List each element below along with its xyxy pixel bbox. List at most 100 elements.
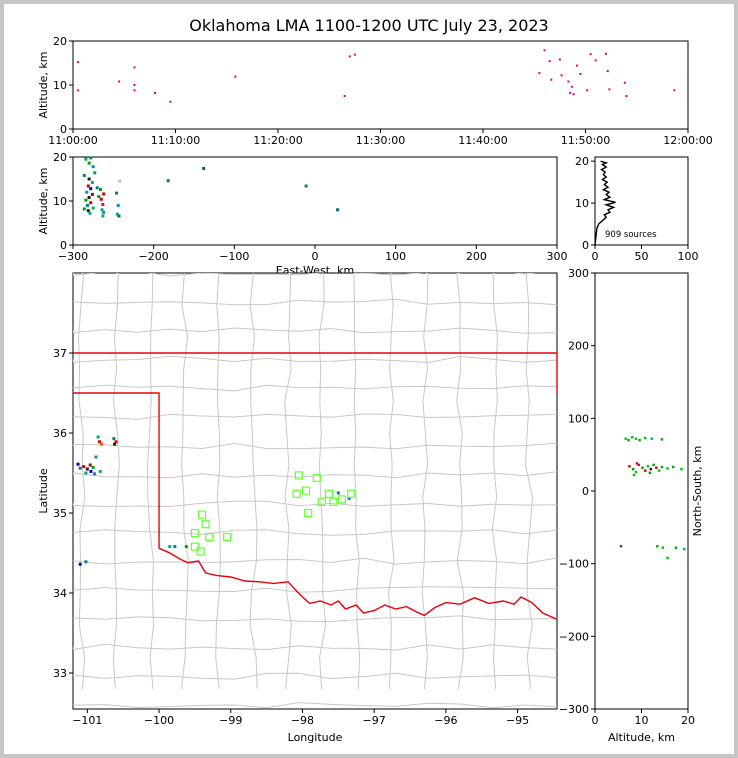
east-west-altitude-ytick-label: 0 [60,239,67,252]
state-borders [73,352,557,621]
altitude-histogram-xtick-label: 100 [678,250,699,263]
lma-station-marker [347,489,356,498]
time-altitude-point [353,53,356,56]
altitude-north-south-point [619,545,623,548]
county-line-h [73,327,557,334]
lma-station-marker [312,473,321,482]
east-west-altitude-point [98,188,102,192]
time-altitude-point [133,66,136,69]
east-west-altitude-point [117,214,121,218]
time-altitude-point [586,89,589,92]
time-altitude-point [570,85,573,88]
time-altitude-point [606,69,609,72]
time-altitude-point [594,59,597,62]
altitude-north-south-point [660,438,664,441]
time-altitude-point [575,64,578,67]
plan-view-source [336,491,340,495]
lma-station-marker [197,510,207,519]
time-altitude-point [550,78,553,81]
altitude-histogram-ytick-label: 10 [575,197,589,210]
east-west-altitude-point [90,192,94,196]
county-line-v [353,273,361,690]
altitude-north-south-point [628,465,631,468]
east-west-altitude-point [86,209,90,213]
lma-station-marker [301,486,311,495]
time-altitude-point [133,84,136,86]
county-line-h [73,672,557,680]
east-west-altitude-frame [72,156,558,246]
county-line-h [73,615,557,623]
time-altitude-point [567,80,570,83]
county-line-v [284,273,292,690]
altitude-north-south-xtick-label: 20 [681,714,695,727]
altitude-histogram-xtick-label: 50 [635,250,649,263]
east-west-altitude-point [95,186,99,190]
altitude-north-south-point [656,545,659,548]
county-line-h [73,355,557,364]
plan-view-xtick-label: −98 [291,714,314,727]
altitude-north-south-point [634,437,638,440]
county-line-h [73,384,557,392]
altitude-north-south-ytick-label: 300 [568,267,589,280]
time-altitude-point [118,80,121,83]
county-line-v [146,273,155,690]
plan-view-source [85,467,89,471]
east-west-altitude-point [97,195,101,199]
east-west-altitude-point [88,211,92,215]
east-west-altitude-point [87,195,91,199]
plan-view-panel: −101 −100 −99 −98 −97 −96 −95 33 34 35 36 37 Longitu… [37,272,558,744]
time-altitude-xtick-label: 11:10:00 [151,134,200,147]
east-west-altitude-point [102,192,106,196]
plan-view-ytick-label: 33 [53,667,67,680]
time-altitude-point [348,55,351,58]
lma-station-marker [317,497,326,506]
plan-view-source [113,442,117,446]
altitude-north-south-point [631,436,634,439]
plan-view-source [94,455,98,459]
time-altitude-point [169,100,172,103]
altitude-north-south-xtick-label: 0 [592,714,599,727]
altitude-north-south-point [680,468,683,471]
altitude-north-south-ytick-label: 100 [568,412,589,425]
time-altitude-point [234,75,237,78]
time-altitude-point [343,95,346,97]
time-altitude-xtick-label: 11:20:00 [253,134,302,147]
east-west-altitude-point [90,181,94,185]
plan-view-ylabel: Latitude [37,468,50,514]
east-west-altitude-point [100,208,104,212]
county-line-h [73,273,537,277]
altitude-histogram-annotation: 909 sources [605,230,657,240]
plan-view-source [82,465,86,469]
plan-view-frame [72,272,558,710]
east-west-altitude-xtick-label: 300 [547,250,568,263]
time-altitude-xtick-label: 11:40:00 [458,134,507,147]
time-altitude-panel: 11:00:00 11:10:00 11:20:00 11:30:00 11:40:00… [37,35,713,147]
plan-view-xtick-label: −100 [144,714,174,727]
east-west-altitude-point [93,171,97,175]
time-altitude-point [579,73,582,75]
altitude-north-south-frame [594,272,689,710]
lma-station-marker [329,497,338,506]
plan-view-xtick-label: −101 [72,714,102,727]
altitude-north-south-ytick-label: −300 [559,703,589,716]
plan-view-xtick-label: −99 [219,714,242,727]
time-altitude-point [589,53,592,56]
plan-view-source [84,471,88,475]
lma-station-marker [294,471,303,480]
plan-view-source [98,440,102,444]
east-west-altitude-point [115,191,119,195]
plan-view-source [168,545,172,549]
time-altitude-point [548,60,551,63]
county-line-v [456,273,465,690]
east-west-altitude-point [91,165,95,169]
altitude-histogram-ytick-label: 20 [575,155,589,168]
county-line-v [318,273,327,690]
lma-station-marker [190,528,199,538]
east-west-altitude-ytick-label: 20 [53,151,67,164]
lma-station-marker [205,532,214,542]
lma-station-marker [201,520,210,529]
east-west-altitude-point [85,190,89,194]
plan-view-source [91,465,95,469]
altitude-north-south-point [644,469,647,472]
county-line-v [249,273,258,690]
